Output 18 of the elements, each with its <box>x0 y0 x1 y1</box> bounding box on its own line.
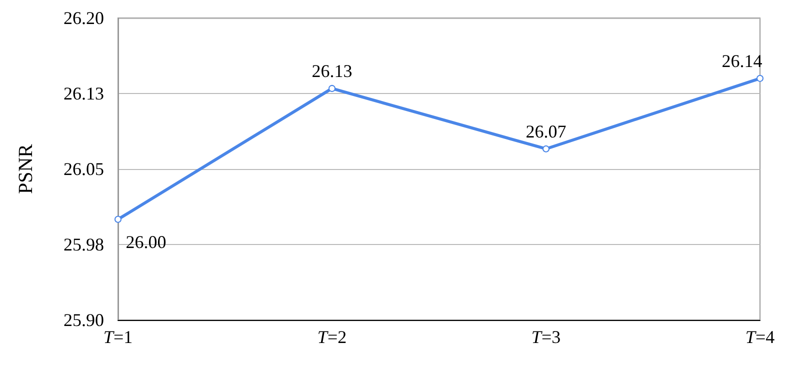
y-tick-label: 26.13 <box>64 84 104 104</box>
data-label: 26.13 <box>312 60 352 81</box>
point <box>114 216 122 223</box>
point <box>756 74 764 82</box>
data-label: 26.14 <box>722 50 762 71</box>
x-tick-label: T=4 <box>745 327 775 347</box>
point <box>328 84 336 92</box>
data-label: 26.07 <box>526 121 566 142</box>
x-tick-label: T=1 <box>103 327 133 347</box>
point <box>542 145 550 152</box>
y-tick-label: 25.90 <box>64 310 104 330</box>
y-tick-label: 26.20 <box>64 8 104 28</box>
x-tick-label: T=3 <box>531 327 561 347</box>
x-tick-label: T=2 <box>317 327 347 347</box>
data-label: 26.00 <box>126 232 166 252</box>
y-tick-label: 26.05 <box>64 159 104 179</box>
y-axis-title: PSNR <box>15 143 37 194</box>
y-tick-label: 25.98 <box>64 234 104 254</box>
